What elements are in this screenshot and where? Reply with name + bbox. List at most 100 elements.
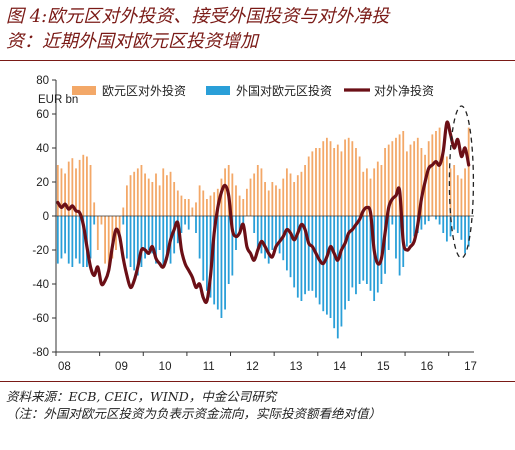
outward-bar xyxy=(202,190,205,216)
x-tick-label: 10 xyxy=(159,361,172,373)
outward-bar xyxy=(242,199,245,216)
inward-bar xyxy=(144,216,146,259)
inward-bar xyxy=(329,216,332,318)
chart-title: 图 4:欧元区对外投资、接受外国投资与对外净投 资：近期外国对欧元区投资增加 xyxy=(6,4,506,54)
outward-bar xyxy=(107,216,110,267)
outward-bar xyxy=(282,178,285,216)
footer-divider xyxy=(0,381,515,382)
inward-bar xyxy=(133,216,136,271)
outward-bar xyxy=(438,127,441,216)
inward-bar xyxy=(187,216,190,230)
outward-bar xyxy=(209,195,212,216)
outward-bar xyxy=(369,178,372,216)
outward-bar xyxy=(333,148,336,216)
outward-bar xyxy=(89,165,92,216)
y-tick-label: -20 xyxy=(32,245,49,257)
inward-bar xyxy=(442,216,445,233)
outward-bar xyxy=(355,148,357,216)
legend-net-label: 对外净投资 xyxy=(374,83,434,98)
inward-bar xyxy=(64,216,66,254)
outward-bar xyxy=(413,141,416,216)
outward-bar xyxy=(111,216,114,259)
inward-bar xyxy=(271,216,274,250)
outward-bar xyxy=(365,168,368,216)
inward-bar xyxy=(260,216,263,254)
inward-bar xyxy=(206,216,208,291)
legend-outward-swatch xyxy=(72,86,96,95)
x-tick-label: 11 xyxy=(203,361,215,373)
inward-bar xyxy=(136,216,139,276)
inward-bar xyxy=(82,216,85,267)
inward-bar xyxy=(231,216,234,276)
outward-bar xyxy=(304,165,306,216)
outward-bar xyxy=(296,175,299,216)
outward-bar xyxy=(122,207,125,216)
inward-bar xyxy=(304,216,306,295)
inward-bar xyxy=(71,216,74,267)
outward-bar xyxy=(78,159,81,216)
outward-bar xyxy=(322,141,325,216)
inward-bar xyxy=(158,216,161,250)
outward-bar xyxy=(147,178,150,216)
inward-bar xyxy=(398,216,401,276)
outward-bar xyxy=(231,173,234,216)
outward-bar xyxy=(253,173,256,216)
outward-bar xyxy=(416,137,419,216)
outward-bar xyxy=(456,175,459,216)
net-investment-line xyxy=(56,120,471,305)
inward-bar xyxy=(155,216,157,264)
outward-bar xyxy=(180,195,183,216)
inward-bar xyxy=(362,216,365,281)
outward-bar xyxy=(67,161,70,216)
outward-bar xyxy=(325,137,328,216)
inward-bar xyxy=(224,216,226,310)
inward-bar xyxy=(365,216,368,284)
inward-bar xyxy=(93,216,96,225)
source-note: 资料来源：ECB, CEIC，WIND，中金公司研究 xyxy=(6,389,277,404)
outward-bar xyxy=(249,178,252,216)
inward-bar xyxy=(267,216,270,264)
inward-bar xyxy=(435,216,437,220)
inward-bar xyxy=(227,216,230,284)
outward-bar xyxy=(467,127,470,216)
y-tick-label: 0 xyxy=(43,211,49,223)
outward-bar xyxy=(344,139,346,216)
outward-bar xyxy=(405,151,408,216)
outward-bar xyxy=(158,185,161,216)
inward-bar xyxy=(180,216,183,233)
footnote: （注：外国对欧元区投资为负表示资金流向，实际投资额看绝对值） xyxy=(6,406,382,421)
outward-bar xyxy=(75,168,77,216)
inward-bar xyxy=(242,216,245,225)
inward-bar xyxy=(275,216,277,247)
outward-bar xyxy=(275,185,277,216)
inward-bar xyxy=(56,216,59,264)
outward-bar xyxy=(260,168,263,216)
inward-bar xyxy=(300,216,303,301)
inward-bar xyxy=(253,216,256,233)
outward-bar xyxy=(60,168,63,216)
inward-bar xyxy=(456,216,459,233)
outward-bar xyxy=(195,202,197,216)
outward-bar xyxy=(56,165,59,216)
y-tick-label: 40 xyxy=(36,143,49,155)
inward-bar xyxy=(202,216,205,281)
inward-bar xyxy=(75,216,77,259)
outward-bar xyxy=(362,171,365,216)
outward-bar xyxy=(176,190,179,216)
outward-bar xyxy=(391,141,394,216)
outward-bar xyxy=(427,141,430,216)
inward-bar xyxy=(147,216,150,250)
outward-bar xyxy=(449,168,452,216)
outward-bar xyxy=(402,131,405,216)
outward-bar xyxy=(133,171,136,216)
inward-bar xyxy=(122,216,125,225)
chart-area: -80 -60 -40 -20 0 20 40 60 80 EUR bn 08 09 10 11 12 13 1… xyxy=(32,75,477,373)
outward-bar xyxy=(140,165,143,216)
inward-bar xyxy=(325,216,328,315)
legend-outward-label: 欧元区对外投资 xyxy=(102,83,186,98)
x-tick-label: 17 xyxy=(464,361,477,373)
chart-title-line-2: 资：近期外国对欧元区投资增加 xyxy=(6,31,258,52)
y-tick-label: 60 xyxy=(36,109,49,121)
chart-title-line-1: 图 4:欧元区对外投资、接受外国投资与对外净投 xyxy=(6,6,390,27)
inward-bar xyxy=(216,216,219,310)
